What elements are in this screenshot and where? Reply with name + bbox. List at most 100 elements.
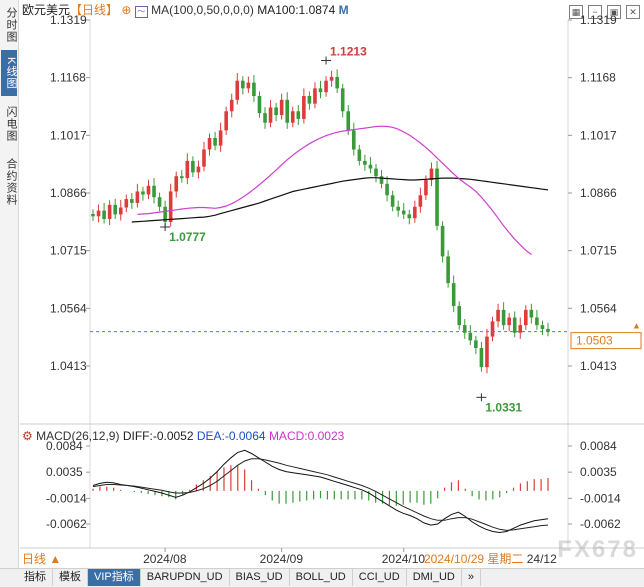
candle-body (374, 168, 378, 177)
period-button[interactable]: 日线 ▲ (22, 552, 62, 566)
last-date: 24/12 (526, 552, 557, 566)
price-axis: 1.1319 1.1319 1.1168 1.1168 1.1017 1.1017 1.08… (50, 13, 642, 373)
ma100-line (131, 177, 549, 223)
macd-tick-left: -0.0014 (46, 491, 87, 505)
price-tick-right: 1.1168 (580, 71, 616, 85)
price-tick-right: 1.1319 (580, 13, 617, 27)
x-tick-label: 2024/08 (143, 552, 187, 566)
annotation-label: 1.0777 (169, 230, 206, 244)
macd-name: MACD(26,12,9) (36, 429, 120, 443)
candle-body (324, 80, 328, 93)
price-tick-left: 1.0866 (50, 186, 87, 200)
macd-tick-right: 0.0084 (580, 439, 617, 453)
macd-tick-right: 0.0035 (580, 465, 617, 479)
candle-body (440, 225, 445, 257)
macd-value: MACD:0.0023 (268, 429, 345, 443)
price-tick-left: 1.1168 (50, 71, 86, 85)
x-axis: 2024/08 2024/09 2024/10 (143, 548, 425, 566)
candle-body (107, 204, 112, 219)
candle-body (368, 164, 373, 169)
sidebar-tab-kline[interactable]: K线图 (1, 50, 17, 96)
macd-tick-right: -0.0062 (580, 517, 621, 531)
price-tick-right: 1.1017 (580, 128, 617, 142)
candle-body (540, 325, 545, 329)
candle-body (518, 325, 523, 333)
annotation-label: 1.1213 (330, 44, 367, 58)
candle-body (296, 111, 301, 119)
candle-body (102, 210, 106, 219)
sidebar-tab-contract-info[interactable]: 合约资料 (5, 158, 17, 206)
tab-boll[interactable]: BOLL_UD (290, 569, 353, 586)
macd-tick-left: 0.0084 (46, 439, 83, 453)
macd-tick-left: 0.0035 (46, 465, 83, 479)
candle-body (213, 138, 217, 146)
candle-body (485, 336, 489, 368)
price-tick-right: 1.0715 (580, 244, 617, 258)
ma-lines (90, 125, 568, 333)
settings-icon[interactable]: ⊕ (121, 3, 132, 17)
candle-body (257, 95, 262, 114)
candle-body (157, 197, 162, 207)
candle-body (335, 76, 339, 89)
candle-body (118, 207, 123, 215)
candle-body (501, 309, 506, 326)
candle-body (535, 317, 539, 326)
candle-body (196, 166, 201, 173)
candle-body (152, 185, 156, 198)
macd-axis: 0.0084 0.0084 0.0035 0.0035 -0.0014 -0.0014 -0… (46, 439, 621, 531)
close-icon[interactable]: ✕ (626, 5, 640, 19)
candle-body (168, 191, 173, 223)
sidebar-tab-flash[interactable]: 闪电图 (5, 106, 17, 142)
period-label[interactable]: 【日线】 (70, 3, 119, 17)
tab-bias[interactable]: BIAS_UD (230, 569, 290, 586)
tab-dmi[interactable]: DMI_UD (407, 569, 462, 586)
ma100-value: MA100:1.0874 (257, 3, 336, 17)
tab-barupdn[interactable]: BARUPDN_UD (141, 569, 230, 586)
price-tick-right: 1.0866 (580, 186, 617, 200)
candle-body (524, 309, 528, 326)
chart-header: 欧元美元【日线】 ⊕ 〜 MA(100,0,50,0,0,0) MA100:1.… (22, 2, 349, 18)
candle-body (418, 195, 423, 207)
cursor-date-text: 2024/10/29 星期二 (424, 552, 524, 566)
candle-body (252, 82, 256, 96)
candle-body (446, 256, 450, 284)
candle-body (135, 191, 140, 203)
candle-body (396, 206, 400, 211)
minus-icon[interactable]: − (588, 5, 602, 19)
tab-template[interactable]: 模板 (53, 569, 88, 586)
candle-body (462, 325, 467, 333)
candle-body (191, 160, 195, 173)
candle-body (268, 107, 273, 123)
ma50-line (137, 125, 532, 255)
candle-body (385, 183, 389, 196)
macd-tick-left: -0.0062 (46, 517, 87, 531)
tab-indicator[interactable]: 指标 (18, 569, 53, 586)
tab-more[interactable]: » (462, 569, 481, 586)
candle-body (274, 107, 278, 116)
candle-body (357, 149, 362, 161)
price-tick-left: 1.0715 (50, 244, 87, 258)
candle-body (124, 199, 129, 208)
candle-body (529, 309, 534, 318)
macd-settings-icon[interactable]: ⚙ (22, 429, 33, 443)
candle-body (318, 88, 323, 93)
restore-icon[interactable]: ▣ (607, 5, 621, 19)
candle-body (435, 168, 439, 226)
candle-body (379, 176, 384, 184)
dropdown-icon[interactable]: M (338, 3, 349, 17)
current-price-box (570, 332, 642, 350)
tab-vip-indicator[interactable]: VIP指标 (88, 569, 141, 586)
price-tick-right: 1.0413 (580, 359, 617, 373)
candle-body (351, 130, 356, 150)
candle-body (346, 111, 351, 131)
macd-header: ⚙ MACD(26,12,9) DIFF:-0.0052 DEA:-0.0064… (22, 428, 344, 444)
candle-body (313, 88, 317, 104)
annotations: 1.1213 1.0777 1.0331 (160, 44, 522, 414)
indicator-icon[interactable]: 〜 (134, 6, 148, 18)
sidebar-tab-timeshare[interactable]: 分时图 (5, 7, 17, 43)
cursor-date: 2024/10/29 星期二 24/12 (424, 552, 557, 567)
tab-cci[interactable]: CCI_UD (353, 569, 407, 586)
grid-icon[interactable]: ▦ (569, 5, 583, 19)
price-up-icon: ▲ (632, 321, 641, 331)
